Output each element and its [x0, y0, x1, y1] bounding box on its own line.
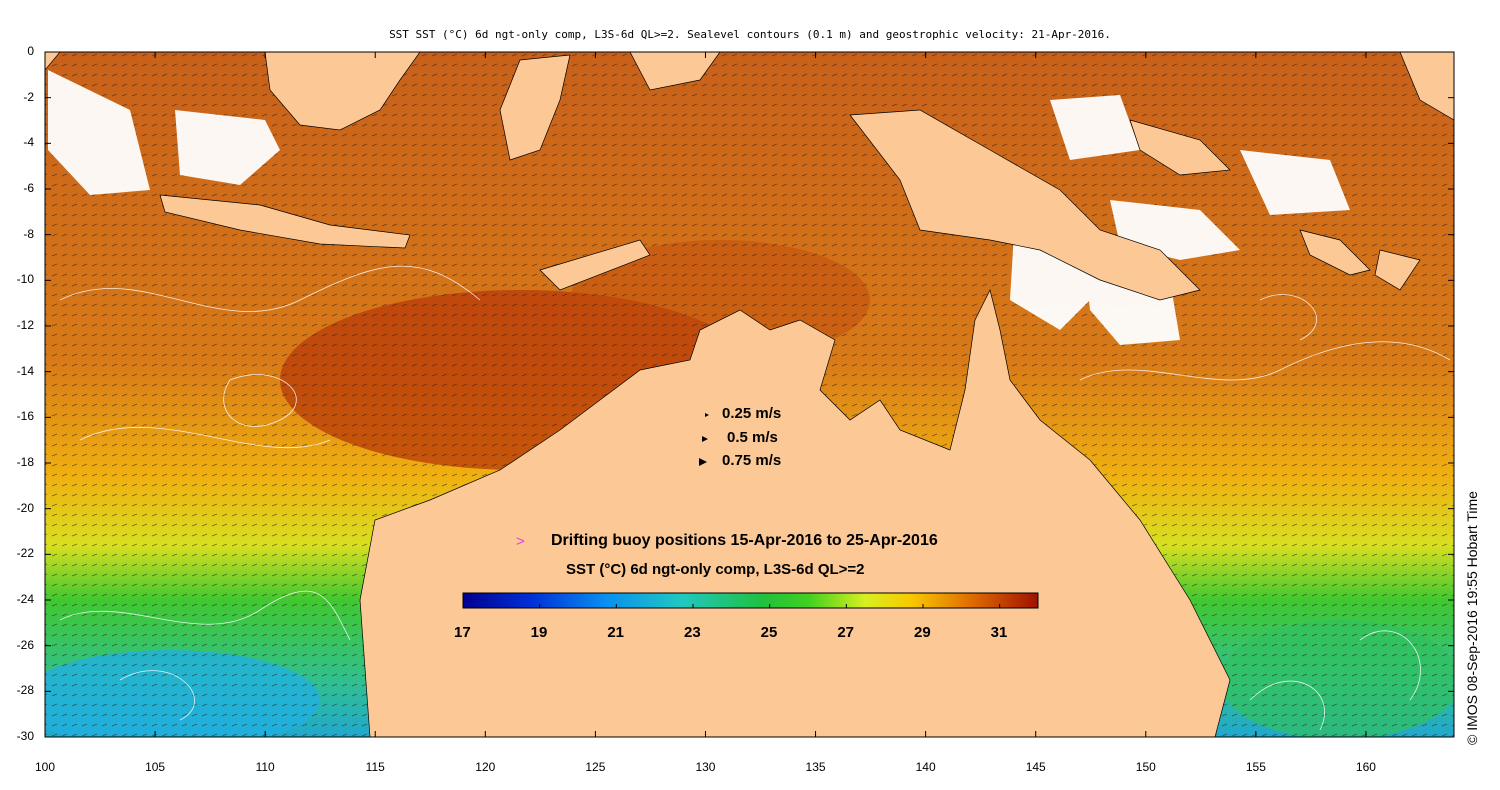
sea-level-contours	[59, 265, 1451, 731]
map-title: SST SST (°C) 6d ngt-only comp, L3S-6d QL…	[389, 28, 1111, 41]
x-tick-label: 115	[365, 760, 385, 774]
y-tick-label: -28	[16, 683, 34, 698]
new-guinea	[849, 109, 1201, 301]
y-tick-label: -12	[16, 318, 34, 332]
colorbar-tick-label: 25	[760, 624, 778, 641]
buoy-symbol: >	[516, 533, 525, 550]
x-tick-label: 130	[695, 760, 716, 774]
buoy-legend-label: Drifting buoy positions 15-Apr-2016 to 2…	[551, 532, 938, 549]
y-tick-label: -8	[23, 226, 34, 241]
java	[159, 194, 411, 249]
x-tick-label: 150	[1135, 760, 1156, 774]
x-tick-label: 135	[805, 760, 826, 774]
y-tick-label: -24	[16, 592, 34, 606]
y-tick-label: -26	[16, 637, 34, 652]
y-tick-label: -30	[16, 729, 34, 743]
timor	[539, 239, 651, 291]
colorbar-tick-label: 21	[607, 624, 625, 641]
y-tick-label: -22	[16, 546, 34, 561]
colorbar-tick-label: 29	[914, 624, 931, 641]
colorbar-tick-label: 27	[837, 624, 855, 641]
land	[45, 52, 1454, 737]
sulawesi	[499, 54, 571, 161]
y-tick-label: -10	[16, 272, 34, 287]
y-tick-label: -6	[23, 181, 34, 195]
imos-credit: © IMOS 08-Sep-2016 19:55 Hobart Time	[1464, 491, 1480, 745]
colorbar-tick-label: 17	[454, 624, 471, 641]
arrow-0-25	[705, 413, 709, 417]
y-tick-label: -14	[16, 363, 34, 378]
colorbar-tick-label: 19	[530, 624, 548, 641]
y-tick-label: 0	[27, 44, 34, 58]
arrow-0-5	[702, 436, 708, 442]
x-tick-label: 100	[34, 760, 56, 774]
velocity-legend-label-0-5: 0.5 m/s	[727, 429, 778, 446]
y-tick-label: -4	[23, 135, 34, 150]
plot-frame	[44, 51, 1455, 738]
y-tick-label: -20	[16, 500, 34, 515]
colorbar-title: SST (°C) 6d ngt-only comp, L3S-6d QL>=2	[566, 561, 865, 578]
x-tick-label: 145	[1025, 760, 1046, 774]
x-tick-label: 120	[475, 760, 496, 774]
borneo	[264, 52, 421, 131]
velocity-legend-label-0-25: 0.25 m/s	[722, 405, 782, 422]
colorbar	[462, 592, 1039, 609]
x-tick-label: 160	[1355, 760, 1376, 774]
y-tick-label: -2	[23, 89, 34, 104]
x-tick-label: 140	[915, 760, 936, 774]
arrow-0-75	[699, 458, 707, 466]
velocity-legend-label-0-75: 0.75 m/s	[722, 452, 782, 469]
x-tick-label: 155	[1245, 760, 1266, 774]
colorbar-tick-label: 31	[990, 624, 1008, 641]
x-tick-label: 105	[145, 760, 166, 774]
velocity-legend-arrows	[699, 413, 709, 466]
x-tick-label: 125	[585, 760, 606, 774]
australia	[359, 288, 1231, 737]
x-tick-label: 110	[255, 760, 275, 774]
colorbar-tick-label: 23	[684, 624, 701, 641]
y-tick-label: -16	[16, 409, 34, 424]
y-tick-label: -18	[16, 455, 34, 469]
